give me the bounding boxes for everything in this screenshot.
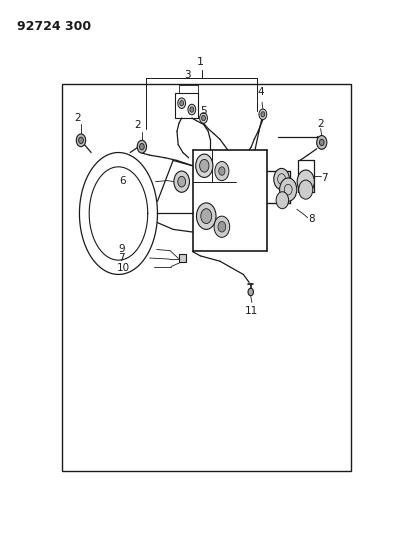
Circle shape xyxy=(201,209,212,223)
Circle shape xyxy=(248,288,253,296)
Circle shape xyxy=(218,221,226,232)
Circle shape xyxy=(261,112,265,117)
Circle shape xyxy=(140,143,144,150)
Circle shape xyxy=(297,170,314,193)
Text: 8: 8 xyxy=(309,214,315,224)
Circle shape xyxy=(274,168,289,190)
Text: 2: 2 xyxy=(135,120,141,131)
Text: 4: 4 xyxy=(257,87,264,97)
Text: 7: 7 xyxy=(118,253,125,263)
Circle shape xyxy=(79,137,83,143)
Circle shape xyxy=(174,171,189,192)
Circle shape xyxy=(200,113,208,123)
Circle shape xyxy=(317,135,327,149)
Bar xyxy=(62,84,351,471)
Circle shape xyxy=(259,109,267,119)
Circle shape xyxy=(214,216,230,237)
Text: 1: 1 xyxy=(197,56,204,67)
Text: 10: 10 xyxy=(116,263,130,272)
Text: 6: 6 xyxy=(119,176,126,186)
Circle shape xyxy=(279,178,297,201)
Circle shape xyxy=(178,176,185,187)
Bar xyxy=(175,93,198,118)
Circle shape xyxy=(188,104,196,115)
Text: 2: 2 xyxy=(74,113,81,123)
Bar xyxy=(178,254,186,262)
Circle shape xyxy=(76,134,86,147)
Text: 7: 7 xyxy=(321,173,328,183)
Circle shape xyxy=(299,180,313,199)
Circle shape xyxy=(196,203,216,229)
Circle shape xyxy=(180,101,184,106)
Circle shape xyxy=(202,115,206,120)
Circle shape xyxy=(320,139,324,146)
Text: 92724 300: 92724 300 xyxy=(17,20,91,33)
Text: 9: 9 xyxy=(118,244,125,254)
Text: 3: 3 xyxy=(185,70,191,80)
Circle shape xyxy=(200,159,209,172)
Circle shape xyxy=(178,98,185,109)
Circle shape xyxy=(219,167,225,175)
Circle shape xyxy=(196,154,213,177)
Text: 5: 5 xyxy=(200,106,207,116)
Text: 2: 2 xyxy=(317,119,324,130)
Circle shape xyxy=(276,192,288,209)
Text: 11: 11 xyxy=(244,306,258,316)
Circle shape xyxy=(190,107,194,112)
Circle shape xyxy=(137,140,147,153)
Circle shape xyxy=(215,161,229,181)
